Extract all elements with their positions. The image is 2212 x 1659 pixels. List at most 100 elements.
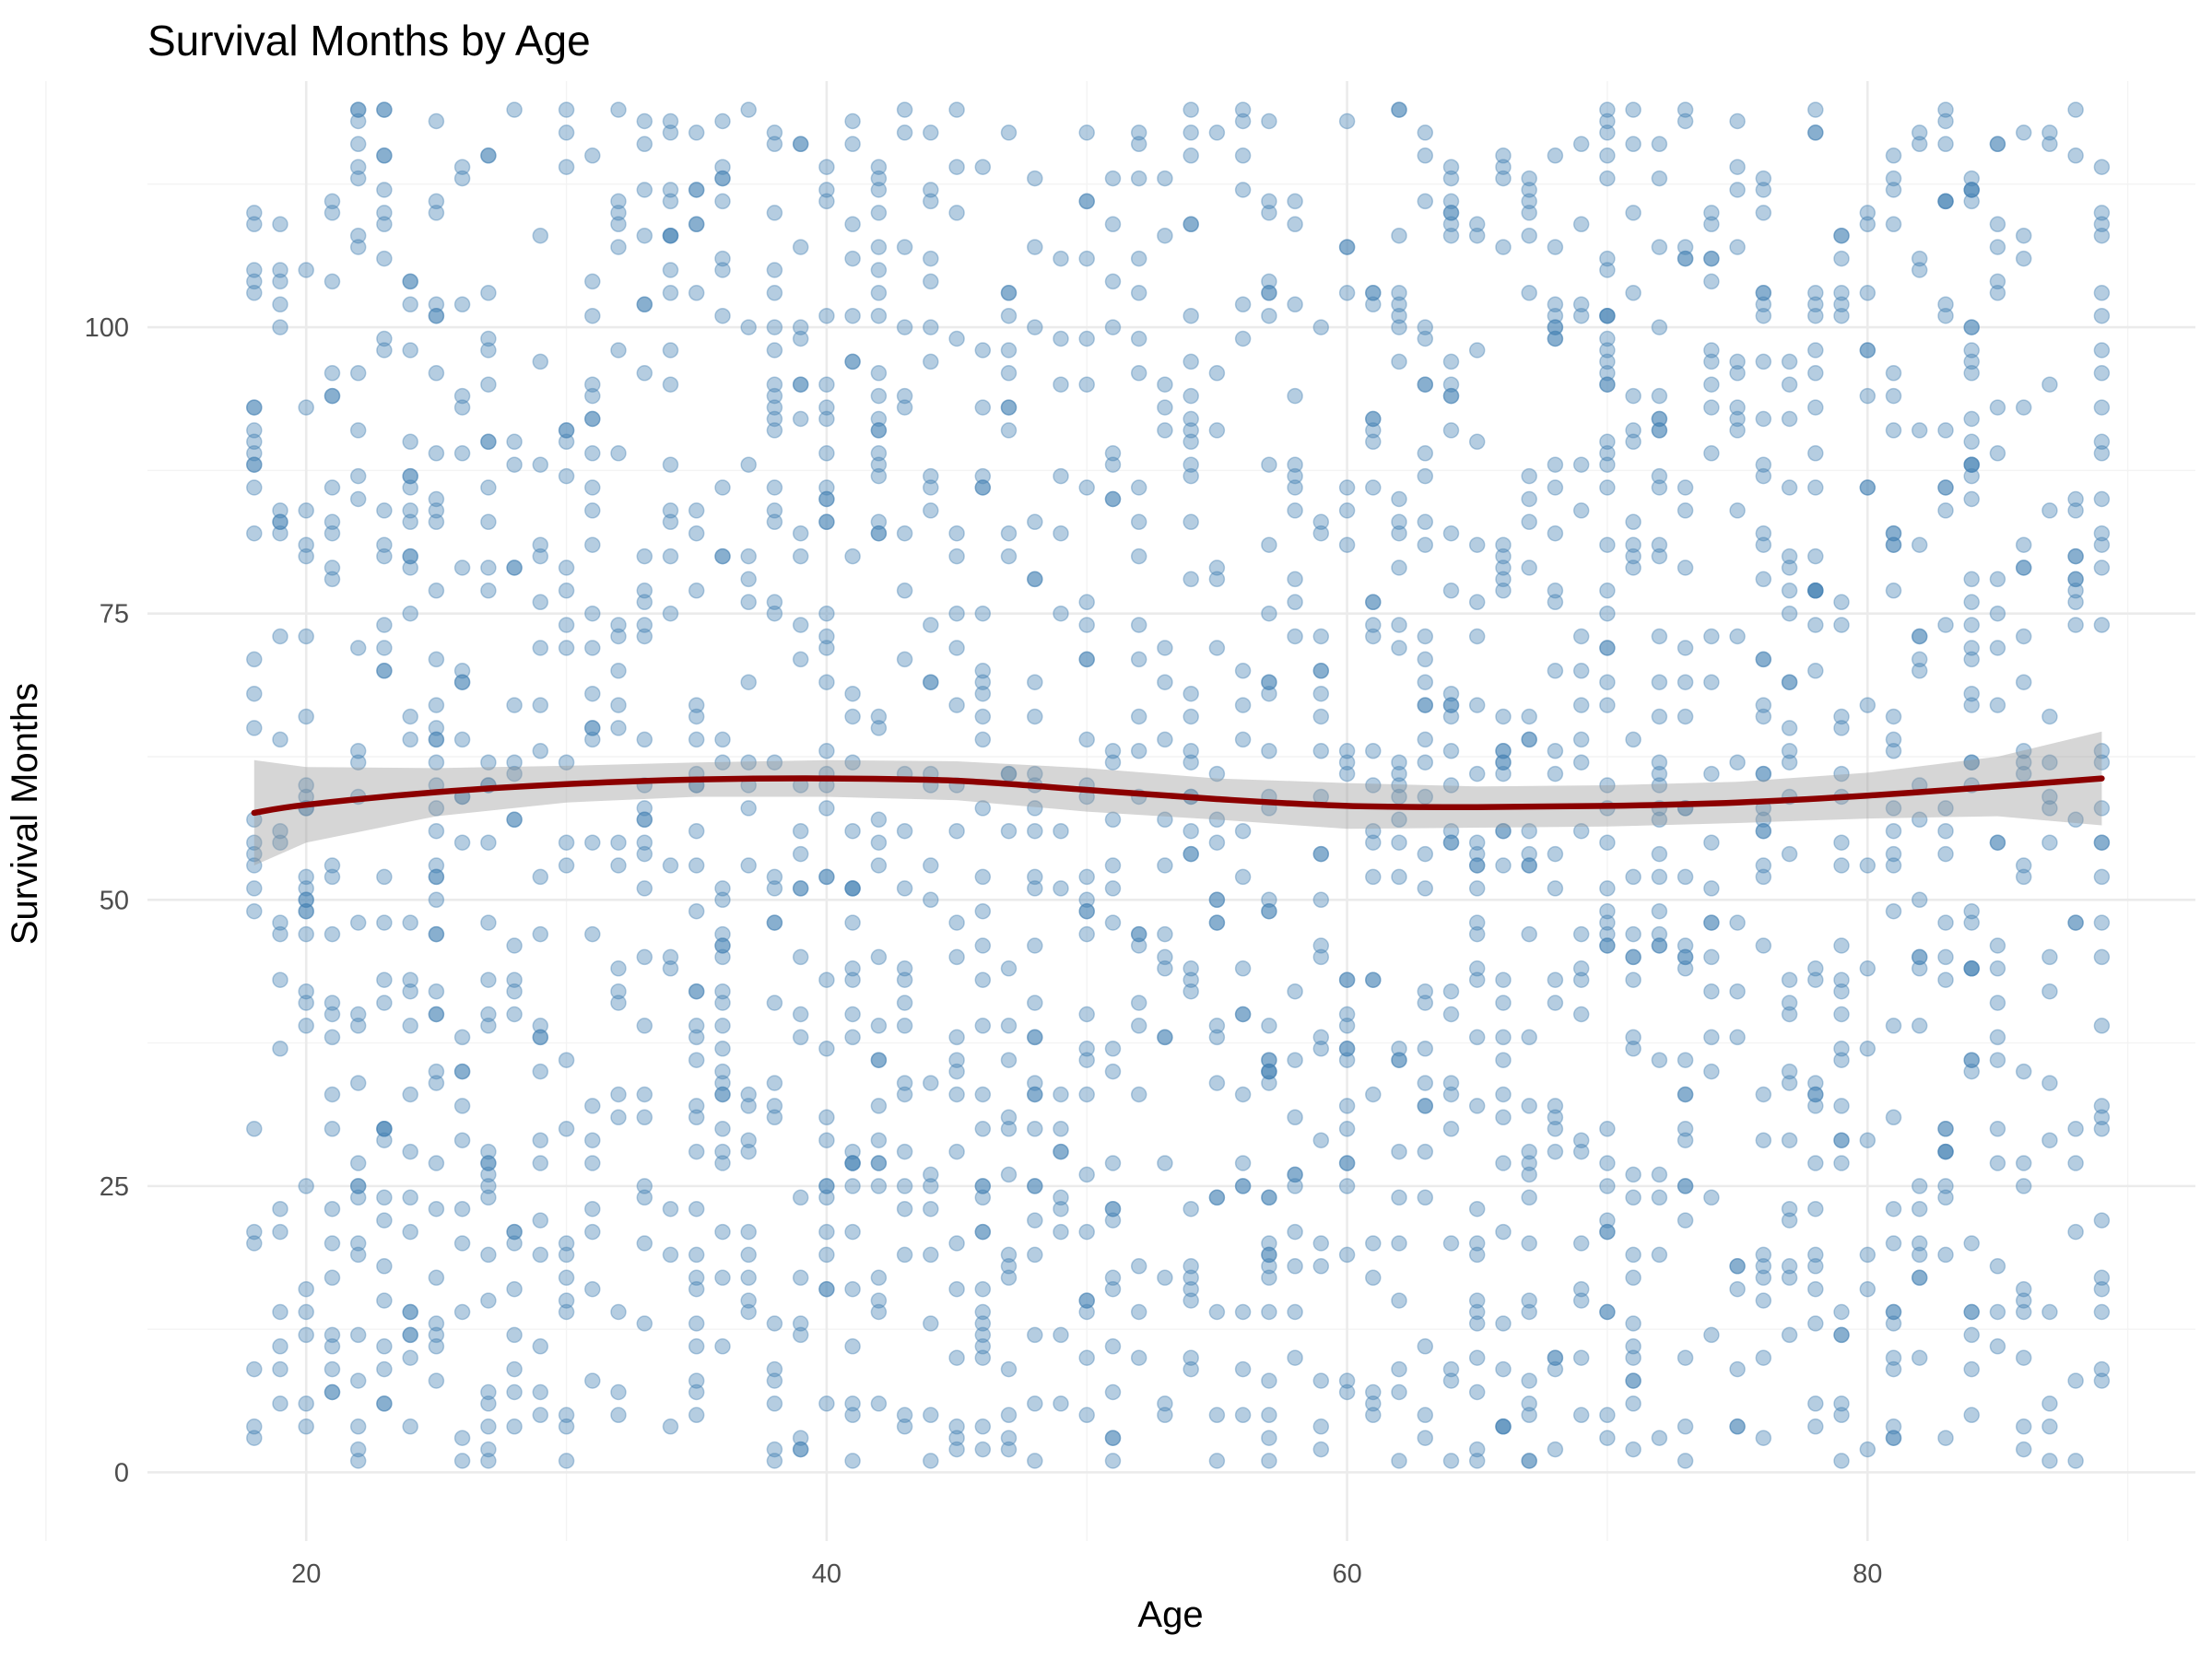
scatter-point xyxy=(1234,822,1252,840)
scatter-point xyxy=(923,1315,939,1332)
scatter-point xyxy=(1365,1235,1382,1252)
scatter-point xyxy=(298,399,314,416)
scatter-point xyxy=(1859,205,1877,221)
scatter-point xyxy=(1703,1326,1720,1344)
scatter-point xyxy=(1677,1086,1694,1103)
scatter-point xyxy=(1807,960,1824,977)
scatter-point xyxy=(1599,353,1616,371)
scatter-point xyxy=(376,547,393,565)
scatter-point xyxy=(1833,1326,1850,1344)
scatter-point xyxy=(1442,170,1460,187)
scatter-point xyxy=(1053,822,1069,840)
scatter-point xyxy=(1547,296,1564,313)
scatter-point xyxy=(870,834,888,851)
scatter-point xyxy=(2067,547,2084,565)
scatter-point xyxy=(246,651,263,668)
scatter-point xyxy=(662,456,679,473)
scatter-point xyxy=(1104,857,1122,874)
scatter-point xyxy=(1521,1372,1537,1389)
scatter-point xyxy=(1417,1143,1434,1160)
scatter-point xyxy=(818,971,835,988)
scatter-point xyxy=(1104,1041,1122,1057)
scatter-point xyxy=(1287,479,1303,496)
scatter-point xyxy=(402,547,418,565)
scatter-point xyxy=(1234,1086,1252,1103)
scatter-point xyxy=(1807,1280,1824,1298)
scatter-point xyxy=(1937,422,1954,439)
scatter-point xyxy=(532,1406,549,1424)
scatter-point xyxy=(1261,1430,1277,1446)
scatter-point xyxy=(1989,697,2006,713)
scatter-point xyxy=(1365,285,1382,301)
scatter-point xyxy=(1911,1200,1928,1218)
scatter-point xyxy=(1391,1292,1407,1309)
scatter-point xyxy=(272,1303,288,1321)
scatter-point xyxy=(1547,1098,1564,1114)
scatter-point xyxy=(1442,743,1460,759)
scatter-point xyxy=(428,925,445,943)
scatter-point xyxy=(1572,1235,1590,1252)
scatter-point xyxy=(1677,640,1694,656)
scatter-point xyxy=(662,227,679,244)
scatter-point xyxy=(1338,1018,1356,1034)
scatter-point xyxy=(1391,227,1407,244)
scatter-point xyxy=(1182,410,1199,428)
scatter-point xyxy=(584,376,601,393)
scatter-point xyxy=(610,960,627,977)
scatter-point xyxy=(584,720,601,736)
scatter-point xyxy=(1885,387,1902,405)
scatter-point xyxy=(246,720,263,736)
scatter-point xyxy=(1651,674,1668,690)
scatter-point xyxy=(2015,674,2032,690)
scatter-point xyxy=(1053,1121,1069,1137)
scatter-point xyxy=(1312,663,1330,679)
scatter-point xyxy=(714,1223,731,1241)
scatter-point xyxy=(923,319,939,335)
scatter-point xyxy=(1989,571,2006,588)
scatter-point xyxy=(1208,811,1226,829)
scatter-point xyxy=(1807,971,1824,988)
scatter-point xyxy=(818,410,835,428)
scatter-point xyxy=(1130,743,1147,759)
scatter-point xyxy=(818,479,835,496)
scatter-point xyxy=(1781,1075,1798,1091)
scatter-point xyxy=(506,1326,523,1344)
scatter-point xyxy=(1338,1098,1356,1114)
scatter-point xyxy=(2041,124,2058,141)
scatter-point xyxy=(714,1269,731,1287)
scatter-point xyxy=(324,559,341,576)
scatter-point xyxy=(480,1143,497,1160)
scatter-point xyxy=(1053,376,1069,393)
scatter-point xyxy=(1807,342,1824,359)
scatter-point xyxy=(714,731,731,748)
scatter-point xyxy=(1078,193,1095,210)
scatter-point xyxy=(818,1178,835,1194)
scatter-point xyxy=(1781,971,1798,988)
scatter-point xyxy=(844,216,861,233)
scatter-point xyxy=(2067,617,2084,633)
scatter-point xyxy=(792,1189,809,1206)
scatter-point xyxy=(923,1075,939,1091)
scatter-point xyxy=(1989,216,2006,233)
scatter-point xyxy=(896,822,913,840)
scatter-point xyxy=(766,205,783,221)
scatter-point xyxy=(1495,170,1512,187)
scatter-point xyxy=(1755,353,1772,371)
scatter-point xyxy=(1495,754,1512,771)
scatter-point xyxy=(1729,1418,1746,1435)
scatter-point xyxy=(1781,479,1798,496)
scatter-point xyxy=(923,479,939,496)
scatter-point xyxy=(610,239,627,255)
scatter-point xyxy=(948,1063,965,1080)
scatter-point xyxy=(792,319,809,335)
scatter-point xyxy=(2093,743,2111,759)
scatter-point xyxy=(2093,536,2111,553)
scatter-point xyxy=(2093,227,2111,244)
scatter-point xyxy=(740,1269,757,1287)
scatter-point xyxy=(1625,1041,1641,1057)
scatter-point xyxy=(688,982,705,1000)
scatter-point xyxy=(428,445,445,462)
scatter-point xyxy=(1234,101,1252,118)
scatter-point xyxy=(272,1223,288,1241)
scatter-point xyxy=(1338,1121,1356,1137)
